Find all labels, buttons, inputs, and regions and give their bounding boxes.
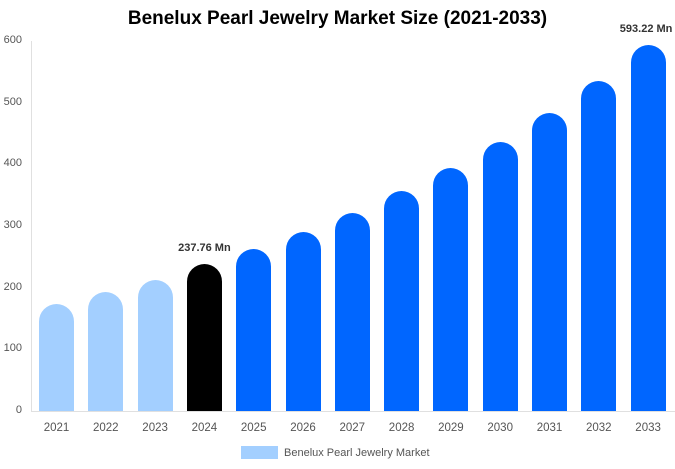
x-tick-label: 2022	[93, 422, 119, 434]
x-tick-label: 2021	[43, 422, 70, 434]
legend-label: Benelux Pearl Jewelry Market	[284, 446, 430, 459]
bar-2024[interactable]	[186, 264, 222, 411]
bar-2027[interactable]	[334, 213, 370, 411]
x-tick-label: 2027	[339, 422, 366, 434]
bar-2031[interactable]	[532, 113, 567, 411]
bar-2021[interactable]	[39, 303, 74, 411]
y-tick-label: 500	[3, 95, 22, 108]
bar-2026[interactable]	[285, 232, 321, 411]
x-axis-line	[31, 411, 675, 412]
bar-2028[interactable]	[384, 190, 420, 411]
legend-swatch	[241, 446, 278, 459]
y-tick-label: 100	[3, 342, 22, 355]
data-label-2024: 237.76 Mn	[178, 242, 231, 255]
bar-2030[interactable]	[482, 142, 518, 411]
x-tick-label: 2032	[586, 422, 612, 434]
x-tick-label: 2028	[388, 422, 415, 434]
x-tick-label: 2033	[635, 422, 661, 434]
x-tick-label: 2026	[290, 422, 316, 434]
y-tick-label: 200	[3, 280, 22, 293]
x-tick-label: 2029	[438, 422, 464, 434]
y-tick-label: 0	[15, 404, 22, 416]
y-tick-label: 600	[3, 34, 22, 46]
x-tick-label: 2024	[191, 422, 218, 434]
x-tick-label: 2031	[536, 422, 563, 434]
legend[interactable]: Benelux Pearl Jewelry Market	[241, 446, 430, 459]
bar-2023[interactable]	[137, 279, 173, 411]
bar-2033[interactable]	[630, 45, 666, 411]
y-tick-label: 300	[3, 219, 22, 231]
y-axis-line	[31, 41, 32, 412]
bar-2032[interactable]	[581, 81, 617, 411]
bar-2022[interactable]	[88, 291, 124, 411]
bar-2029[interactable]	[433, 168, 469, 411]
chart-title: Benelux Pearl Jewelry Market Size (2021-…	[127, 8, 548, 29]
y-tick-label: 400	[3, 157, 22, 170]
x-tick-label: 2025	[240, 422, 267, 434]
x-tick-label: 2023	[142, 422, 168, 434]
data-label-2033: 593.22 Mn	[619, 23, 673, 36]
x-tick-label: 2030	[487, 422, 513, 434]
bar-2025[interactable]	[236, 248, 272, 411]
